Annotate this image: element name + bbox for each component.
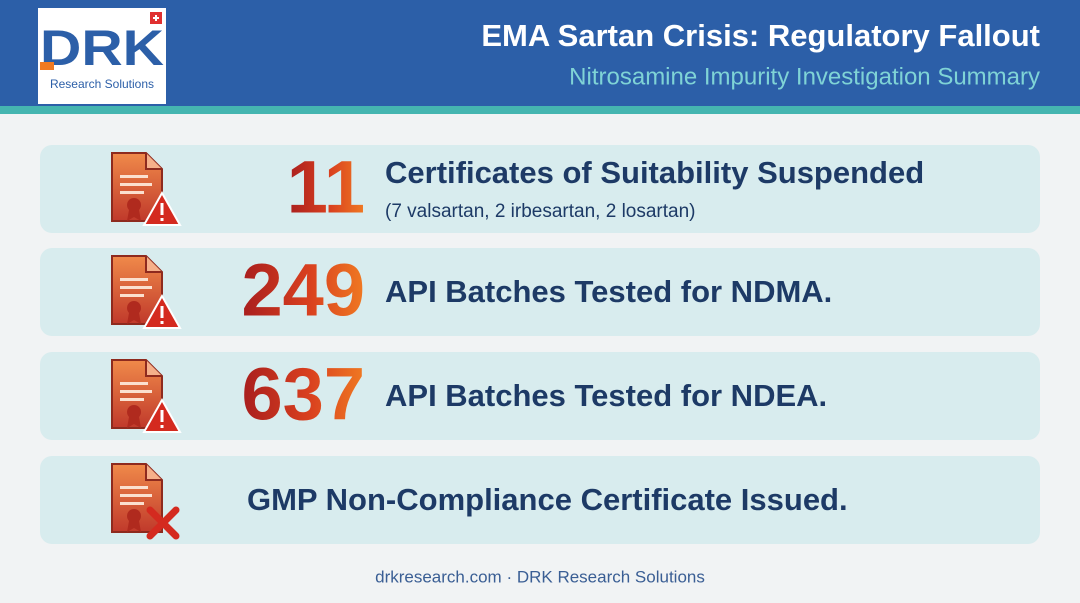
logo-box [38, 8, 166, 104]
item-card: 249 API Batches Tested for NDMA. [40, 248, 1040, 336]
item-label: GMP Non-Compliance Certificate Issued. [247, 482, 848, 517]
item-card: 11 Certificates of Suitability Suspended (… [40, 145, 1040, 233]
footer: drkresearch.com · DRK Research Solutions [375, 567, 705, 586]
item-card: GMP Non-Compliance Certificate Issued. [40, 456, 1040, 544]
item-label: Certificates of Suitability Suspended [385, 155, 924, 190]
item-label: API Batches Tested for NDMA. [385, 274, 832, 309]
item-number: 11 [287, 146, 365, 229]
card-background [40, 456, 1040, 544]
title: EMA Sartan Crisis: Regulatory Fallout [481, 18, 1040, 53]
logo-cross [153, 15, 159, 21]
subtitle: Nitrosamine Impurity Investigation Summa… [569, 63, 1040, 90]
item-card: 637 API Batches Tested for NDEA. [40, 352, 1040, 440]
card-background [40, 145, 1040, 233]
item-number: 249 [242, 249, 365, 332]
logo-name: DRK [40, 20, 164, 76]
header-stripe [0, 106, 1080, 114]
item-label: API Batches Tested for NDEA. [385, 378, 827, 413]
card-background [40, 248, 1040, 336]
logo-accent [40, 62, 54, 70]
item-number: 637 [242, 353, 365, 436]
item-note: (7 valsartan, 2 irbesartan, 2 losartan) [385, 201, 696, 222]
logo-tagline: Research Solutions [50, 77, 154, 91]
card-background [40, 352, 1040, 440]
header-band [0, 0, 1080, 106]
item-list: 11 Certificates of Suitability Suspended (… [40, 145, 1040, 544]
